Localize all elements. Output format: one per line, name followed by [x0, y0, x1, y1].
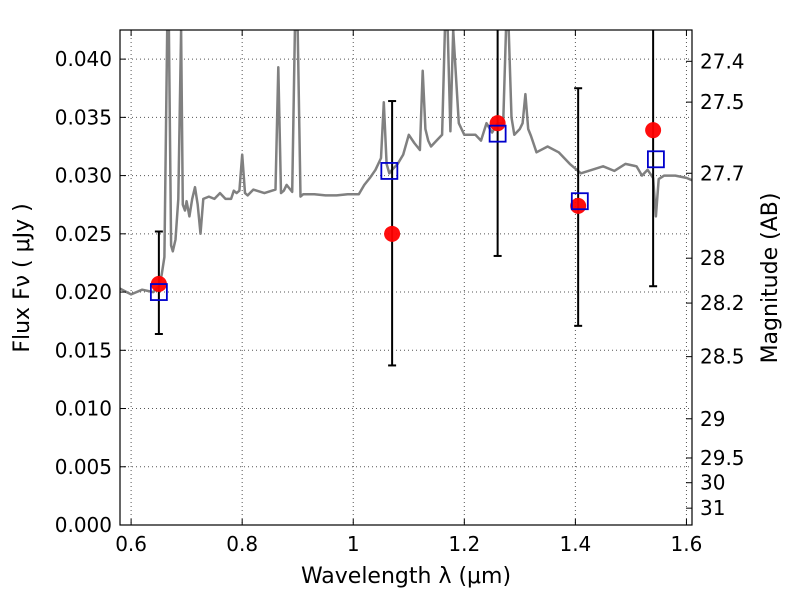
x-axis: 0.6 0.8 1 1.2 1.4 1.6: [115, 30, 702, 556]
model-point: [380, 162, 399, 180]
y2-tick-label: 30: [700, 471, 725, 495]
y-tick-label: 0.025: [55, 222, 112, 246]
y-tick-label: 0.040: [55, 47, 112, 71]
y2-tick-label: 27.7: [700, 161, 745, 185]
y-axis-title: Flux Fν ( μJy ): [10, 203, 35, 352]
y-tick-label: 0.005: [55, 455, 112, 479]
x-tick-label: 0.8: [226, 532, 258, 556]
x-tick-label: 1.6: [671, 532, 703, 556]
x-tick-label: 1.2: [448, 532, 480, 556]
plot-frame: [119, 29, 693, 526]
y2-tick-label: 28.5: [700, 345, 745, 369]
y-tick-label: 0.020: [55, 280, 112, 304]
model-point: [488, 124, 507, 143]
model-point: [149, 283, 168, 301]
secondary-y-axis-title: Magnitude (AB): [758, 193, 783, 364]
model-layer: [149, 124, 665, 301]
spectrum-line: [120, 30, 692, 296]
model-point: [647, 150, 665, 169]
y-tick-label: 0.000: [55, 513, 112, 537]
y2-tick-label: 27.5: [700, 90, 745, 114]
y-tick-label: 0.010: [55, 397, 112, 421]
x-tick-label: 1.4: [559, 532, 591, 556]
x-tick-label: 0.6: [115, 532, 147, 556]
x-axis-title: Wavelength λ (μm): [301, 564, 511, 589]
y2-tick-label: 29.5: [700, 446, 745, 470]
y2-tick-label: 27.4: [700, 49, 745, 73]
y2-tick-label: 31: [700, 496, 725, 520]
model-point: [570, 192, 589, 211]
observed-layer: [150, 115, 662, 292]
y-tick-label: 0.030: [55, 164, 112, 188]
y-axis: 0.000 0.005 0.010 0.015 0.020 0.025 0.030 0.035…: [55, 47, 126, 537]
y2-tick-label: 29: [700, 407, 725, 431]
y2-tick-label: 28: [700, 246, 725, 270]
x-tick-label: 1: [347, 532, 360, 556]
y-tick-label: 0.035: [55, 105, 112, 129]
y-tick-label: 0.015: [55, 338, 112, 362]
observed-point: [384, 225, 401, 242]
y2-tick-label: 28.2: [700, 291, 745, 315]
observed-point: [489, 115, 506, 132]
spectrum-layer: [120, 30, 692, 296]
observed-point: [645, 122, 662, 139]
